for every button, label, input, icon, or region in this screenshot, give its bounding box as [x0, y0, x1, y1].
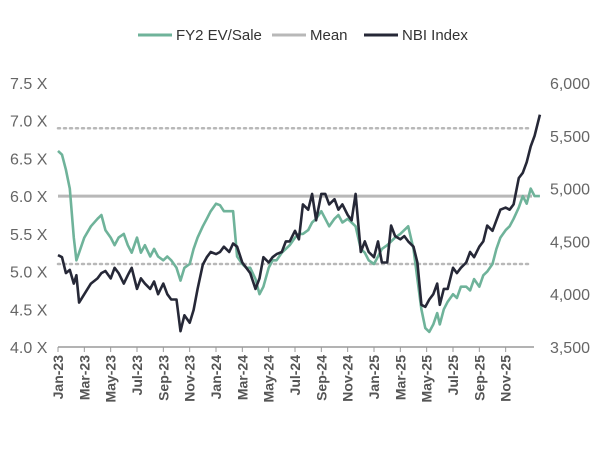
x-tick-label: Mar-25	[392, 355, 408, 400]
left-tick-label: 7.0 X	[10, 114, 48, 131]
right-tick-label: 3,500	[550, 340, 590, 357]
x-tick-label: May-25	[419, 355, 435, 403]
left-tick-label: 7.5 X	[10, 76, 48, 93]
x-tick-label: Jan-23	[50, 355, 66, 400]
x-tick-label: Nov-24	[340, 355, 356, 402]
x-tick-label: Nov-23	[182, 355, 198, 402]
x-tick-label: May-24	[261, 355, 277, 403]
x-tick-label: Jul-23	[129, 355, 145, 396]
left-tick-label: 5.0 X	[10, 265, 48, 282]
left-tick-label: 6.5 X	[10, 151, 48, 168]
right-tick-label: 4,000	[550, 287, 590, 304]
right-tick-label: 4,500	[550, 234, 590, 251]
legend-label-ev-sale: FY2 EV/Sale	[176, 27, 262, 44]
right-tick-label: 6,000	[550, 76, 590, 93]
x-tick-label: Sep-23	[155, 355, 171, 401]
left-tick-label: 4.0 X	[10, 340, 48, 357]
reference-lines	[56, 127, 534, 266]
left-tick-label: 6.0 X	[10, 189, 48, 206]
legend-label-nbi: NBI Index	[402, 27, 468, 44]
x-tick-label: Jul-25	[445, 355, 461, 396]
series-lines	[57, 114, 542, 334]
x-tick-label: May-23	[103, 355, 119, 403]
left-tick-label: 5.5 X	[10, 227, 48, 244]
right-tick-label: 5,000	[550, 182, 590, 199]
ev-sale-line	[57, 149, 540, 334]
x-tick-label: Mar-23	[76, 355, 92, 400]
left-tick-label: 4.5 X	[10, 302, 48, 319]
nbi-index-line	[57, 114, 542, 333]
legend: FY2 EV/Sale Mean NBI Index	[138, 27, 468, 44]
x-tick-label: Mar-24	[234, 355, 250, 400]
right-axis-ticks: 3,500 4,000 4,500 5,000 5,500 6,000	[550, 76, 590, 357]
right-tick-label: 5,500	[550, 129, 590, 146]
x-axis-ticks: Jan-23 Mar-23 May-23 Jul-23 Sep-23 Nov-23 Jan-…	[50, 347, 514, 402]
x-tick-label: Sep-25	[471, 355, 487, 401]
x-tick-label: Sep-24	[313, 355, 329, 401]
x-tick-label: Nov-25	[498, 355, 514, 402]
left-axis-ticks: 4.0 X 4.5 X 5.0 X 5.5 X 6.0 X 6.5 X 7.0 X 7.5 X	[10, 76, 48, 357]
x-tick-label: Jan-24	[208, 355, 224, 400]
x-tick-label: Jan-25	[366, 355, 382, 400]
legend-label-mean: Mean	[310, 27, 348, 44]
x-tick-label: Jul-24	[287, 355, 303, 396]
